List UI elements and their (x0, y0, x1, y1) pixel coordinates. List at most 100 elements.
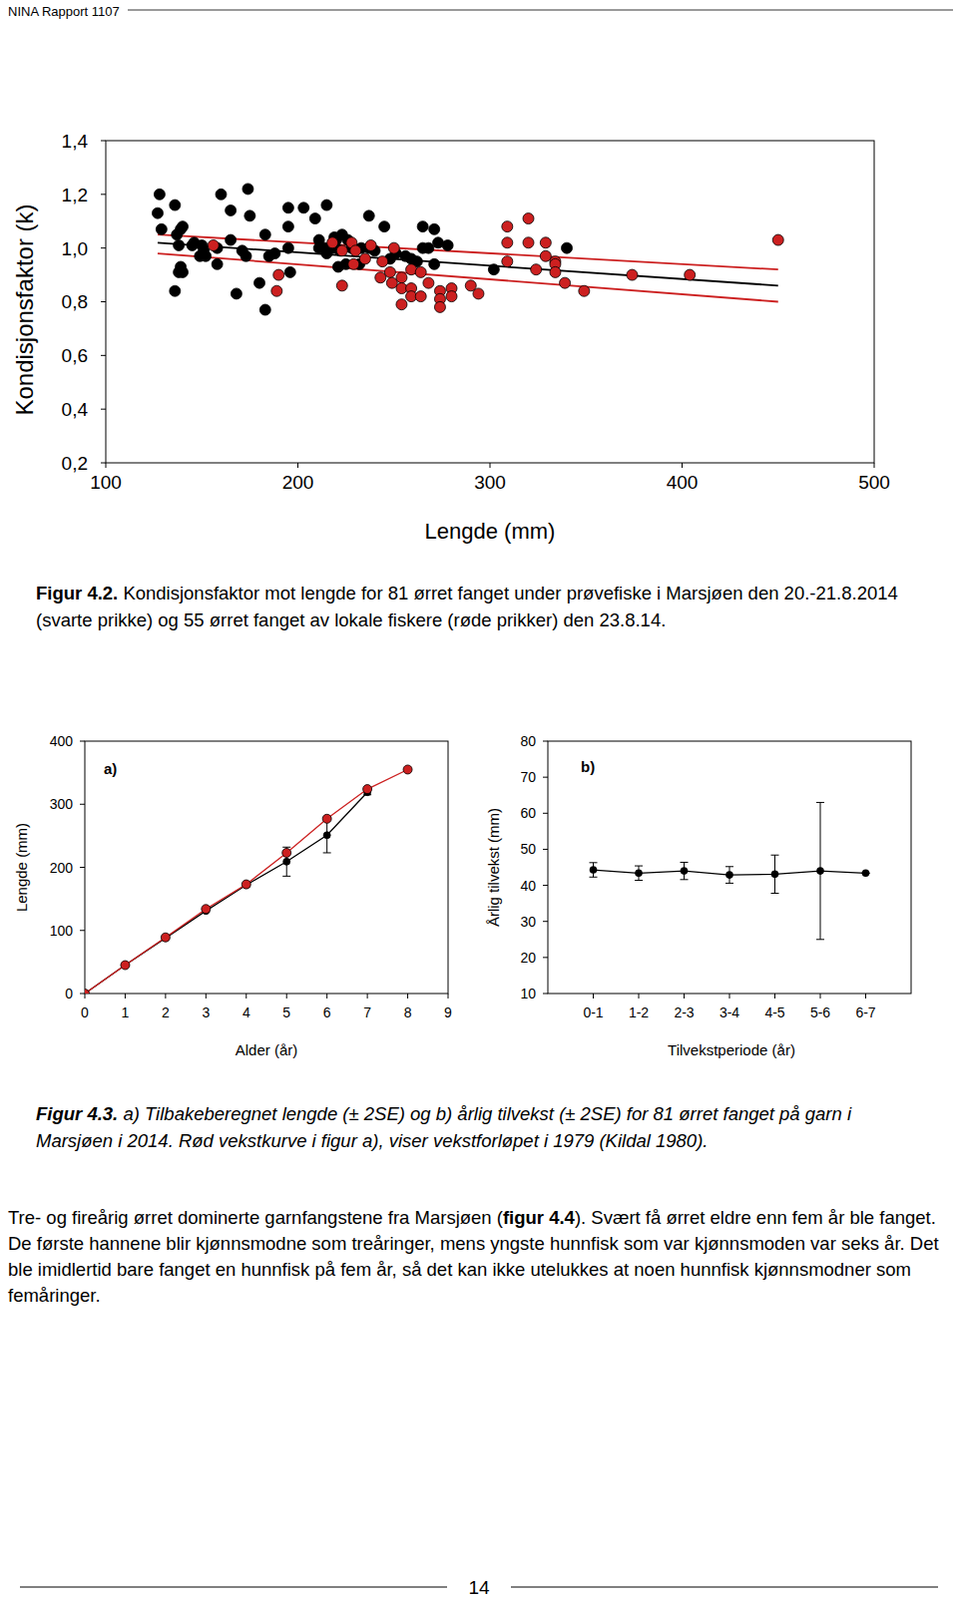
point (284, 266, 296, 278)
y-tick (100, 247, 106, 249)
point (522, 237, 534, 249)
point (282, 242, 294, 254)
point (589, 866, 598, 875)
x-tick-label: 7 (363, 1004, 372, 1021)
point (771, 871, 780, 880)
point (350, 245, 362, 257)
point (230, 288, 242, 300)
x-tick (774, 993, 776, 999)
y-tick-label: 1,2 (61, 184, 88, 206)
point (151, 207, 163, 219)
y-tick (542, 741, 548, 743)
point (169, 285, 181, 297)
point (772, 234, 784, 246)
x-tick-label: 6 (323, 1004, 332, 1021)
point (169, 199, 181, 211)
x-axis-title: Lengde (mm) (425, 518, 556, 544)
point (363, 785, 373, 795)
point (84, 990, 89, 995)
point (321, 199, 333, 211)
x-tick-label: 200 (282, 472, 315, 493)
page-canvas: NINA Rapport 11070,20,40,60,81,01,21,410… (0, 0, 958, 1600)
y-tick-label: 60 (519, 805, 536, 822)
point (429, 258, 441, 270)
point (153, 188, 165, 200)
point (240, 250, 252, 262)
point (200, 250, 212, 262)
x-tick (489, 463, 491, 469)
y-axis-title: Kondisjonsfaktor (k) (10, 203, 38, 416)
point (365, 239, 377, 251)
x-tick (448, 993, 450, 999)
space (117, 1103, 123, 1125)
point (375, 272, 387, 284)
y-tick (100, 463, 106, 465)
y-tick-label: 0,4 (61, 399, 89, 421)
caption-label: Figur 4.2. (35, 582, 118, 604)
header: NINA Rapport 1107 (7, 3, 120, 19)
x-tick-label: 300 (474, 472, 506, 493)
y-tick (542, 813, 548, 815)
point (684, 269, 696, 281)
x-tick (297, 463, 299, 469)
point (327, 237, 339, 249)
error-bar (725, 867, 734, 885)
point (396, 299, 408, 311)
point (384, 266, 396, 278)
point (539, 237, 551, 249)
x-tick (638, 993, 640, 999)
body-part: figur 4.4 (502, 1207, 575, 1229)
y-tick-label: 40 (519, 878, 536, 895)
point (446, 291, 458, 303)
point (269, 248, 281, 260)
x-tick-label: 4 (242, 1004, 251, 1021)
point (120, 960, 130, 970)
point (386, 277, 398, 289)
y-tick-label: 80 (519, 733, 536, 750)
x-tick-label: 3 (201, 1004, 210, 1021)
y-tick (100, 193, 106, 195)
point (377, 256, 389, 268)
chart-growth: 10203040506070800-11-22-33-44-55-66-7b)T… (484, 733, 912, 1059)
error-bar (589, 863, 598, 878)
point (336, 280, 348, 292)
plot-area (151, 183, 784, 316)
point (396, 272, 408, 284)
panel-label: a) (103, 760, 117, 778)
point (429, 223, 441, 235)
x-tick-label: 400 (666, 472, 699, 493)
x-tick-label: 1 (121, 1004, 130, 1021)
x-axis-title: Tilvekstperiode (år) (667, 1041, 796, 1059)
x-tick-label: 500 (858, 472, 891, 493)
plot-frame (105, 140, 875, 464)
point (388, 242, 400, 254)
y-tick-label: 0,6 (61, 345, 88, 367)
point (271, 285, 283, 297)
caption-text: Kondisjonsfaktor mot lengde for 81 ørret… (35, 582, 899, 631)
point (155, 223, 167, 235)
error-bar (680, 862, 689, 880)
y-tick (79, 867, 85, 869)
point (322, 814, 332, 824)
x-tick-label: 2 (161, 1004, 170, 1021)
x-tick-label: 6-7 (855, 1004, 876, 1021)
trend-line (157, 253, 779, 302)
x-tick-label: 3-4 (719, 1004, 740, 1021)
error-bar (771, 855, 780, 894)
x-tick-label: 8 (404, 1004, 413, 1021)
point (415, 266, 427, 278)
point (578, 285, 590, 297)
y-tick (542, 885, 548, 887)
point (442, 239, 454, 251)
caption: Figur 4.3. a) Tilbakeberegnet lengde (± … (35, 1100, 930, 1155)
x-tick (245, 993, 247, 999)
plot-area (589, 802, 871, 940)
y-tick-label: 50 (519, 841, 536, 858)
x-tick (105, 463, 107, 469)
point (254, 277, 266, 289)
point (680, 867, 689, 876)
growth-line (84, 792, 368, 994)
x-tick-label: 0 (80, 1004, 89, 1021)
point (862, 869, 871, 878)
caption: Figur 4.2. Kondisjonsfaktor mot lengde f… (35, 579, 930, 634)
